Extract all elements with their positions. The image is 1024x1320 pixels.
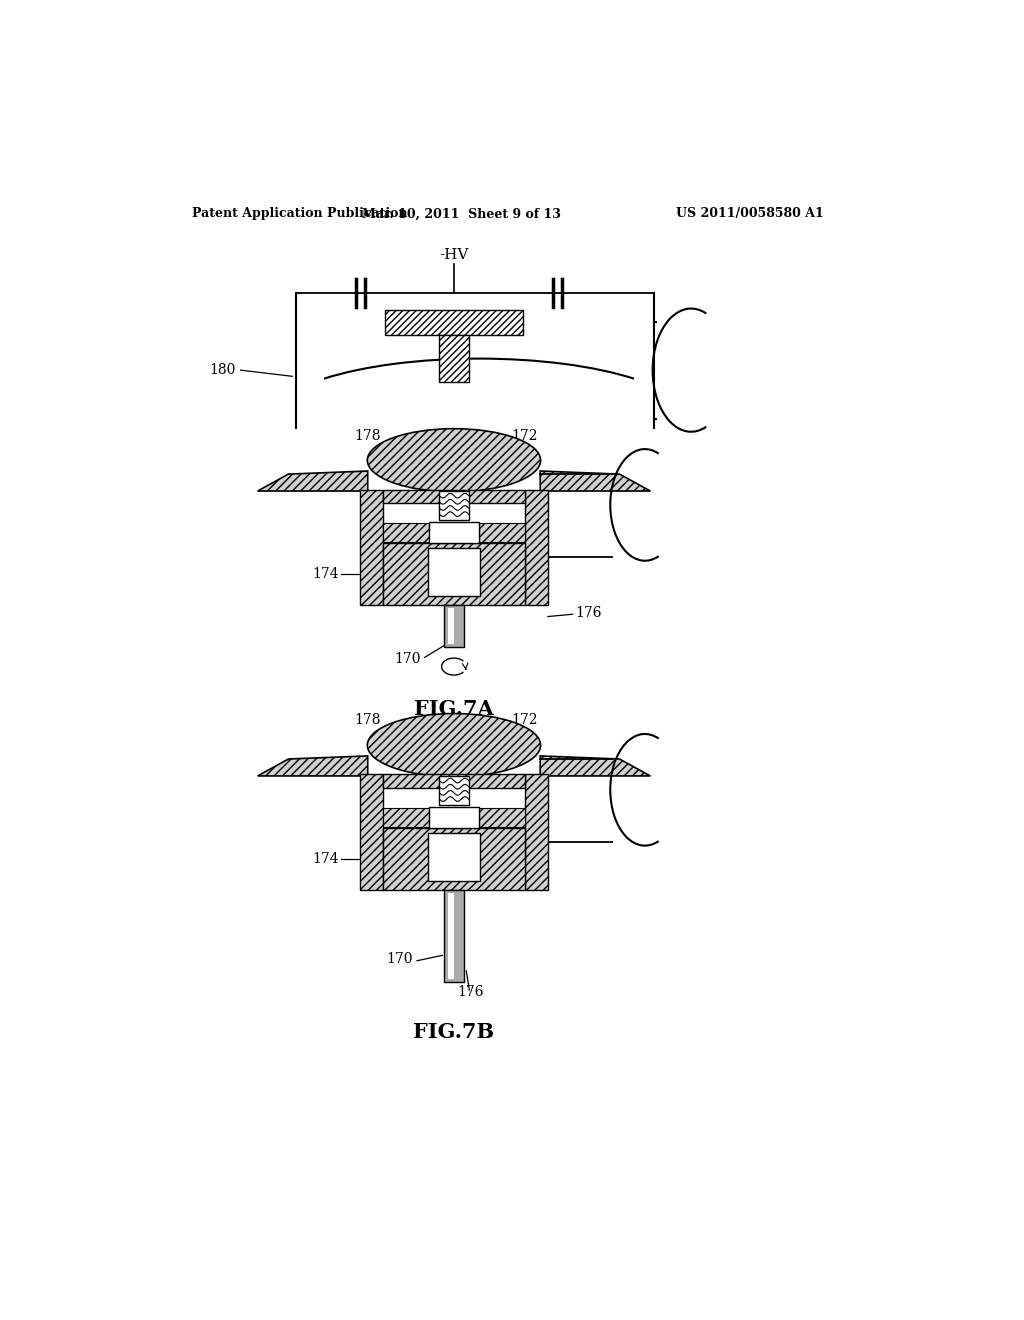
Polygon shape xyxy=(258,756,368,776)
Bar xyxy=(428,548,480,595)
Bar xyxy=(524,490,548,605)
Ellipse shape xyxy=(368,714,541,776)
Text: 176: 176 xyxy=(574,606,601,619)
Text: 176: 176 xyxy=(458,985,484,998)
Text: 180: 180 xyxy=(210,363,237,378)
Bar xyxy=(478,808,525,826)
Bar xyxy=(438,776,469,805)
Bar xyxy=(383,544,524,605)
Bar xyxy=(444,605,464,647)
Text: US 2011/0058580 A1: US 2011/0058580 A1 xyxy=(676,207,823,220)
Text: FIG.7B: FIG.7B xyxy=(414,1023,495,1043)
Text: 174: 174 xyxy=(312,853,339,866)
Bar xyxy=(383,829,524,890)
Bar xyxy=(385,310,523,335)
Text: Patent Application Publication: Patent Application Publication xyxy=(193,207,408,220)
Bar xyxy=(383,490,524,503)
Bar xyxy=(428,833,480,880)
Bar xyxy=(438,491,469,520)
Text: 170: 170 xyxy=(394,652,421,665)
Polygon shape xyxy=(541,756,650,776)
Bar xyxy=(383,524,429,543)
Text: FIG.7A: FIG.7A xyxy=(414,700,494,719)
Ellipse shape xyxy=(368,429,541,492)
Polygon shape xyxy=(541,471,650,491)
Text: 174: 174 xyxy=(312,568,339,581)
Bar xyxy=(429,807,478,829)
Bar xyxy=(447,609,454,644)
Bar xyxy=(444,890,464,982)
Text: 178: 178 xyxy=(354,429,381,442)
Text: Mar. 10, 2011  Sheet 9 of 13: Mar. 10, 2011 Sheet 9 of 13 xyxy=(362,207,561,220)
Polygon shape xyxy=(258,471,368,491)
Text: 178: 178 xyxy=(354,714,381,727)
Bar xyxy=(524,775,548,890)
Bar xyxy=(478,524,525,543)
Bar xyxy=(360,490,383,605)
Bar xyxy=(447,892,454,979)
Bar xyxy=(383,808,429,826)
Bar xyxy=(438,335,469,383)
Text: 170: 170 xyxy=(387,952,414,966)
Text: -HV: -HV xyxy=(439,248,469,261)
Text: 172: 172 xyxy=(512,429,539,442)
Text: 172: 172 xyxy=(512,714,539,727)
Bar xyxy=(383,775,524,788)
Bar xyxy=(360,775,383,890)
Bar xyxy=(429,521,478,544)
